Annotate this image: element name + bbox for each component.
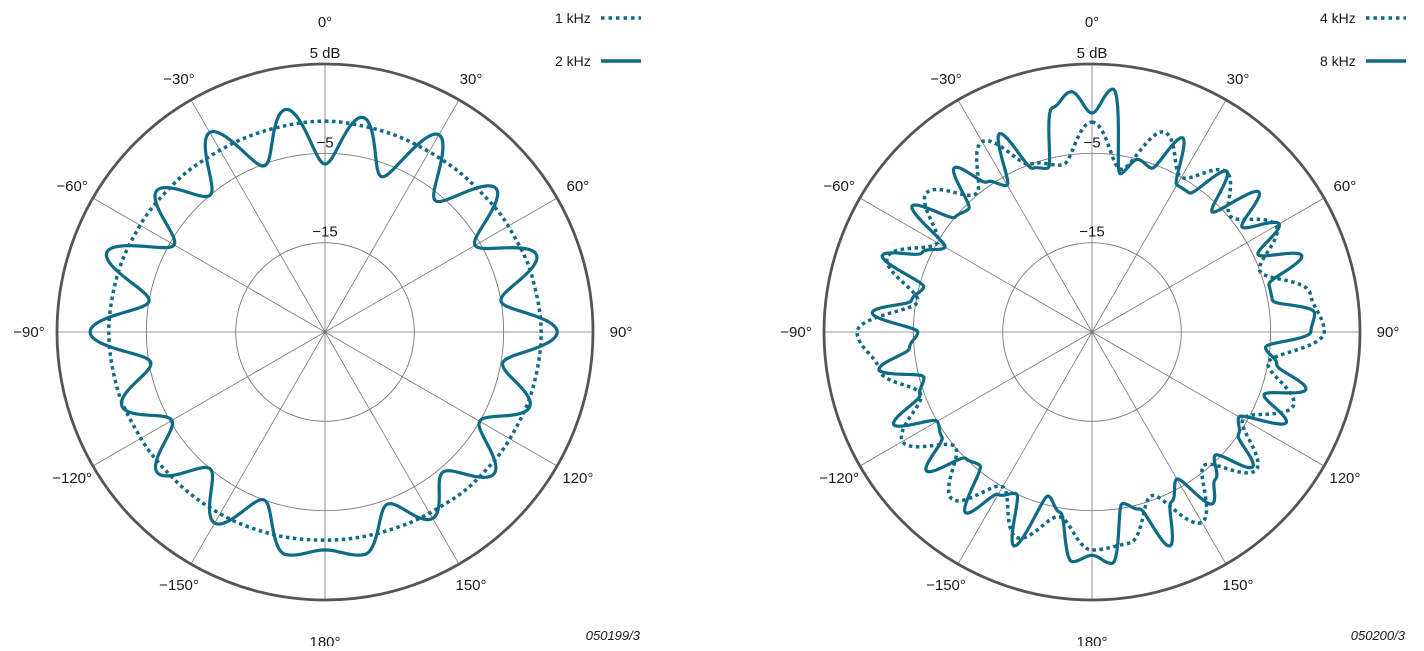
ring-label: −15: [312, 224, 337, 241]
legend-label: 4 kHz: [1320, 10, 1356, 26]
legend-label: 2 kHz: [555, 53, 591, 69]
spoke: [957, 99, 1093, 333]
polar-chart-1: 5 dB−5−150°30°60°90°120°150°180°−150°−12…: [13, 10, 641, 651]
series-line-1-kHz: [107, 119, 543, 542]
angle-tick-label: −30°: [163, 71, 194, 88]
spoke: [324, 331, 460, 565]
angle-tick-label: 120°: [562, 470, 593, 487]
grid-ring: [145, 152, 505, 512]
angle-tick-label: −90°: [13, 324, 44, 341]
angle-tick-label: 90°: [610, 324, 633, 341]
series-line-4-kHz: [855, 120, 1327, 552]
spoke: [324, 99, 460, 333]
spoke: [92, 331, 326, 467]
polar-chart-2: 5 dB−5−150°30°60°90°120°150°180°−150°−12…: [780, 10, 1406, 651]
spoke: [190, 99, 326, 333]
outer-ring: [822, 62, 1362, 602]
angle-tick-label: 0°: [1085, 14, 1099, 31]
spoke: [1091, 99, 1227, 333]
ring-label: 5 dB: [310, 45, 341, 62]
angle-tick-label: 120°: [1329, 470, 1360, 487]
spoke: [324, 331, 558, 467]
angle-tick-label: −60°: [56, 178, 87, 195]
spoke: [859, 197, 1093, 333]
grid-ring: [235, 242, 415, 422]
ring-label: −15: [1079, 224, 1104, 241]
spoke: [1091, 331, 1325, 467]
series-line-8-kHz: [870, 87, 1317, 565]
angle-tick-label: −60°: [823, 178, 854, 195]
ring-label: −5: [1083, 134, 1100, 151]
legend-label: 8 kHz: [1320, 53, 1356, 69]
angle-tick-label: 60°: [567, 178, 590, 195]
ring-label: −5: [316, 134, 333, 151]
spoke: [92, 197, 326, 333]
angle-tick-label: −90°: [780, 324, 811, 341]
angle-tick-label: 150°: [1222, 577, 1253, 594]
outer-ring: [55, 62, 595, 602]
angle-tick-label: −120°: [819, 470, 859, 487]
angle-tick-label: 180°: [309, 634, 340, 646]
spoke: [324, 197, 558, 333]
angle-tick-label: 60°: [1334, 178, 1357, 195]
grid-ring: [912, 152, 1272, 512]
angle-tick-label: 180°: [1076, 634, 1107, 646]
angle-tick-label: 0°: [318, 14, 332, 31]
grid-ring: [1002, 242, 1182, 422]
angle-tick-label: 90°: [1377, 324, 1400, 341]
ring-label: 5 dB: [1077, 45, 1108, 62]
angle-tick-label: −120°: [52, 470, 92, 487]
series-line-2-kHz: [88, 107, 559, 557]
spoke: [190, 331, 326, 565]
spoke: [859, 331, 1093, 467]
angle-tick-label: −30°: [930, 71, 961, 88]
legend-label: 1 kHz: [555, 10, 591, 26]
spoke: [957, 331, 1093, 565]
spoke: [1091, 331, 1227, 565]
angle-tick-label: 30°: [1227, 71, 1250, 88]
figure-id: 050200/3: [1351, 628, 1406, 643]
figure-id: 050199/3: [586, 628, 641, 643]
angle-tick-label: 150°: [455, 577, 486, 594]
angle-tick-label: −150°: [159, 577, 199, 594]
spoke: [1091, 197, 1325, 333]
angle-tick-label: −150°: [926, 577, 966, 594]
angle-tick-label: 30°: [460, 71, 483, 88]
